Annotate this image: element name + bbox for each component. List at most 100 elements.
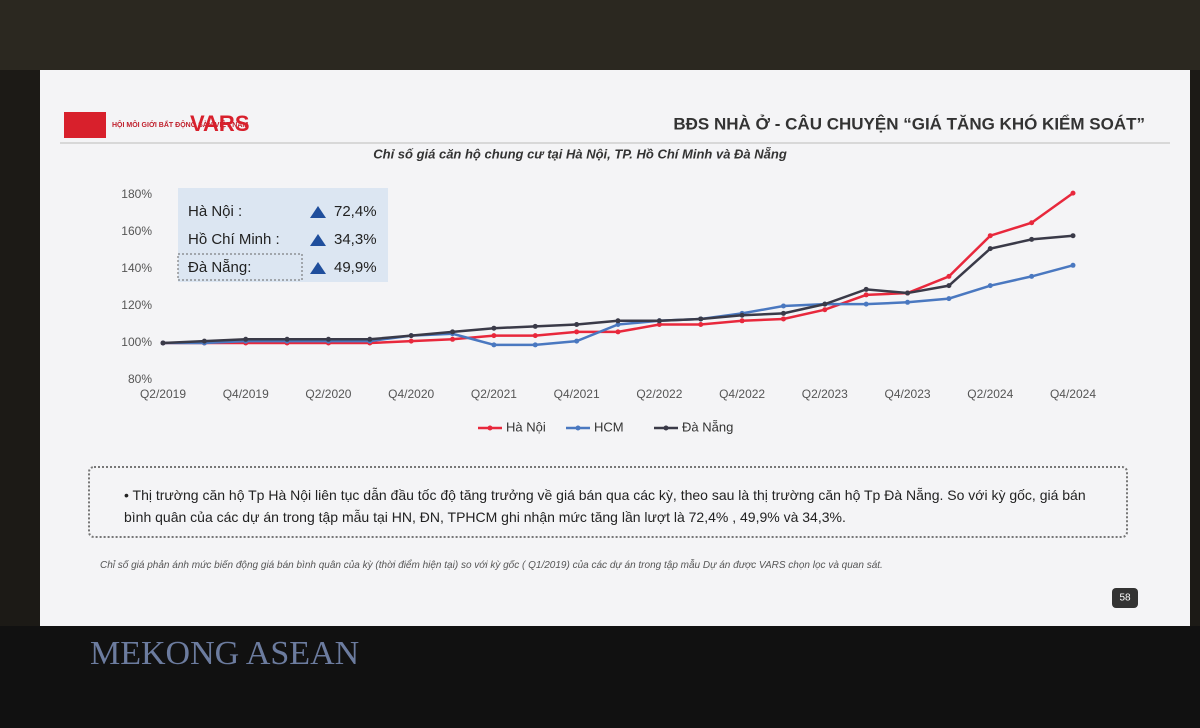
summary-change: 72,4% xyxy=(334,203,377,220)
page-badge xyxy=(1112,588,1138,608)
point xyxy=(450,336,456,342)
point xyxy=(532,342,538,348)
point xyxy=(1070,233,1076,239)
summary-highlight xyxy=(177,253,303,281)
point xyxy=(780,316,786,322)
y-tick-label: 160% xyxy=(121,224,152,238)
logo-mark xyxy=(64,112,106,138)
x-tick-label: Q2/2024 xyxy=(967,387,1013,401)
point xyxy=(739,312,745,318)
point xyxy=(1070,190,1076,196)
x-tick-label: Q4/2020 xyxy=(388,387,434,401)
watermark: MEKONG ASEAN xyxy=(90,635,359,672)
point xyxy=(532,333,538,339)
point xyxy=(615,329,621,335)
x-tick-label: Q4/2019 xyxy=(223,387,269,401)
point xyxy=(698,316,704,322)
chart-title: Chỉ số giá căn hộ chung cư tại Hà Nội, T… xyxy=(373,146,787,161)
point xyxy=(656,318,662,324)
legend-label: Đà Nẵng xyxy=(682,419,733,434)
ceiling xyxy=(0,0,1200,70)
point xyxy=(1029,236,1035,242)
logo-text: HỘI MÔI GIỚI BẤT ĐỘNG SẢN VIỆT NAM xyxy=(112,119,248,129)
point xyxy=(615,318,621,324)
x-tick-label: Q2/2019 xyxy=(140,387,186,401)
up-arrow xyxy=(310,206,326,218)
point xyxy=(574,329,580,335)
y-tick-label: 140% xyxy=(121,261,152,275)
point xyxy=(822,301,828,307)
point xyxy=(946,296,952,302)
point xyxy=(863,301,869,307)
summary-label: Hà Nội : xyxy=(188,203,242,220)
note: • Thị trường căn hộ Tp Hà Nội liên tục d… xyxy=(88,466,1128,538)
point xyxy=(532,323,538,329)
point xyxy=(408,333,414,339)
point xyxy=(863,292,869,298)
y-tick-label: 180% xyxy=(121,187,152,201)
point xyxy=(243,336,249,342)
point xyxy=(284,336,290,342)
legend-label: HCM xyxy=(594,419,624,434)
point xyxy=(780,310,786,316)
legend-dot xyxy=(575,425,581,431)
point xyxy=(408,338,414,344)
summary-label: Đà Nẵng: xyxy=(188,259,251,276)
y-tick-label: 100% xyxy=(121,335,152,349)
point xyxy=(574,338,580,344)
legend-label: Hà Nội xyxy=(506,419,546,434)
point xyxy=(574,322,580,327)
x-tick-label: Q4/2024 xyxy=(1050,387,1096,401)
x-tick-label: Q4/2022 xyxy=(719,387,765,401)
x-tick-label: Q2/2020 xyxy=(305,387,351,401)
point xyxy=(780,303,786,309)
point xyxy=(905,299,911,305)
point xyxy=(987,246,993,252)
point xyxy=(863,286,869,292)
x-tick-label: Q2/2021 xyxy=(471,387,517,401)
point xyxy=(325,336,331,342)
slide-title: BĐS NHÀ Ở - CÂU CHUYỆN “GIÁ TĂNG KHÓ KIỂ… xyxy=(673,114,1145,133)
point xyxy=(491,325,497,331)
point xyxy=(987,283,993,289)
page-number: 58 xyxy=(1119,593,1131,604)
point xyxy=(450,329,456,335)
y-tick-label: 120% xyxy=(121,298,152,312)
brand: VARS xyxy=(190,111,250,136)
point xyxy=(367,336,373,342)
point xyxy=(1070,262,1076,268)
x-tick-label: Q2/2023 xyxy=(802,387,848,401)
point xyxy=(491,333,497,339)
point xyxy=(905,290,911,296)
legend-dot xyxy=(487,425,493,431)
point xyxy=(739,318,745,324)
stage xyxy=(0,626,1200,728)
point xyxy=(615,322,621,327)
slide xyxy=(40,70,1190,626)
point xyxy=(698,322,704,327)
summary-change: 49,9% xyxy=(334,259,377,276)
x-tick-label: Q4/2023 xyxy=(885,387,931,401)
note-text: Thị trường căn hộ Tp Hà Nội liên tục dẫn… xyxy=(124,487,1086,525)
summary-box xyxy=(178,188,388,282)
summary-change: 34,3% xyxy=(334,231,377,248)
point xyxy=(822,307,828,313)
point xyxy=(201,338,207,344)
up-arrow xyxy=(310,234,326,246)
up-arrow xyxy=(310,262,326,274)
footnote: Chỉ số giá phản ánh mức biến động giá bá… xyxy=(100,560,883,571)
x-tick-label: Q2/2022 xyxy=(636,387,682,401)
point xyxy=(946,283,952,289)
point xyxy=(1029,273,1035,279)
point xyxy=(1029,220,1035,226)
point xyxy=(946,273,952,279)
x-tick-label: Q4/2021 xyxy=(554,387,600,401)
point xyxy=(656,322,662,327)
point xyxy=(160,340,166,346)
summary-label: Hồ Chí Minh : xyxy=(188,231,280,248)
y-tick-label: 80% xyxy=(128,372,152,386)
legend-dot xyxy=(663,425,669,431)
point xyxy=(987,233,993,239)
